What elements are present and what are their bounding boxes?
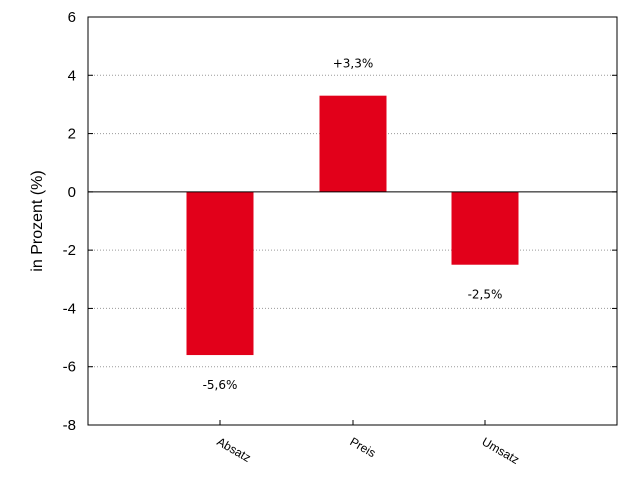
data-label: -5,6%: [203, 378, 238, 392]
y-tick-label: 2: [68, 126, 76, 143]
data-labels: -5,6% +3,3% -2,5%: [203, 57, 503, 392]
bar-preis: [319, 95, 387, 192]
bars: [186, 95, 519, 356]
x-axis-ticks: Absatz Preis Umsatz: [215, 420, 522, 467]
data-label: +3,3%: [333, 57, 374, 71]
y-tick-label: -6: [63, 359, 76, 376]
y-tick-label: 4: [68, 67, 76, 84]
bar-absatz: [186, 191, 254, 356]
y-tick-label: 0: [68, 184, 76, 201]
x-tick-label: Absatz: [215, 434, 254, 464]
y-tick-label: 6: [68, 9, 76, 26]
y-axis-ticks: 6 4 2 0 -2 -4 -6 -8: [63, 9, 617, 434]
data-label: -2,5%: [468, 288, 503, 302]
bar-umsatz: [451, 191, 519, 265]
y-tick-label: -4: [63, 300, 76, 317]
plot-frame: [87, 16, 618, 426]
x-tick-label: Umsatz: [480, 434, 522, 466]
y-axis-title: in Prozent (%): [29, 170, 46, 271]
y-tick-label: -8: [63, 417, 76, 434]
x-tick-label: Preis: [348, 434, 379, 460]
y-tick-label: -2: [63, 242, 76, 259]
